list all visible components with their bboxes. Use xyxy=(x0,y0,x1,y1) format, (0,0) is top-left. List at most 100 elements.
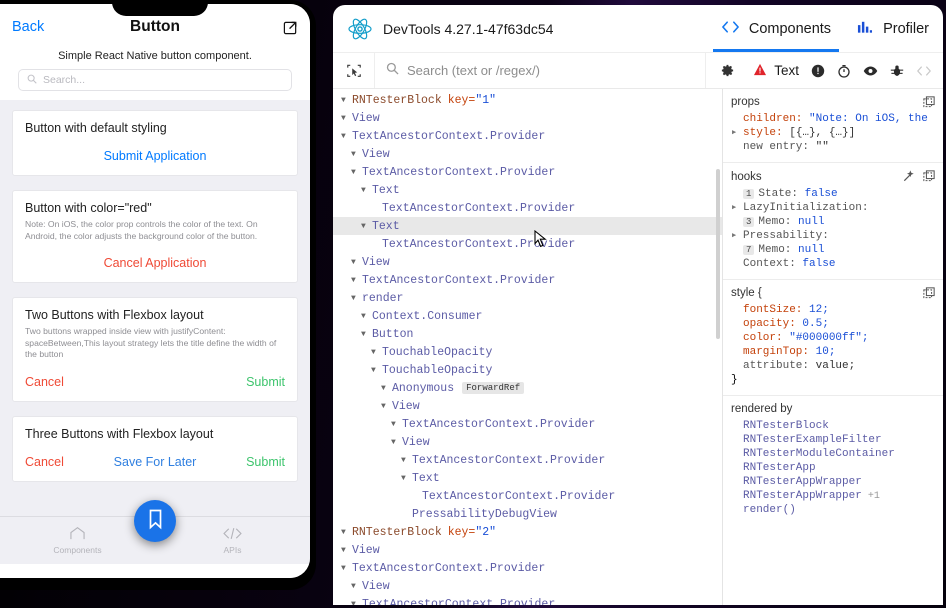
tree-scrollbar[interactable] xyxy=(716,169,720,339)
tree-row[interactable]: ▼ TextAncestorContext.Provider xyxy=(333,451,722,469)
property-value[interactable]: 12; xyxy=(809,304,829,316)
property-value[interactable]: [{…}, {…}] xyxy=(789,127,856,139)
chevron-down-icon[interactable]: ▼ xyxy=(401,473,406,483)
tree-row[interactable]: ▼ Anonymous ForwardRef xyxy=(333,379,722,397)
property-value[interactable]: false xyxy=(802,258,836,270)
component-tree[interactable]: ▼ RNTesterBlock key= "1" ▼ View ▼ TextAncestorC… xyxy=(333,89,722,605)
tree-row[interactable]: ▼ TouchableOpacity xyxy=(333,361,722,379)
chevron-down-icon[interactable]: ▼ xyxy=(381,401,386,411)
submit-button[interactable]: Submit xyxy=(246,454,285,469)
cancel-button[interactable]: Cancel xyxy=(25,374,64,389)
chevron-right-icon[interactable]: ▶ xyxy=(732,129,737,137)
chevron-down-icon[interactable]: ▼ xyxy=(361,185,366,195)
style-row[interactable]: opacity: 0.5; xyxy=(723,317,943,331)
chevron-down-icon[interactable]: ▼ xyxy=(351,149,356,159)
rendered-by-item[interactable]: RNTesterBlock xyxy=(723,419,943,433)
rendered-by-item[interactable]: RNTesterAppWrapper xyxy=(723,475,943,489)
tree-row[interactable]: ▼ View xyxy=(333,253,722,271)
gear-icon[interactable] xyxy=(720,63,735,78)
tree-row[interactable]: ▼ View xyxy=(333,433,722,451)
style-row[interactable]: attribute: value; xyxy=(723,359,943,373)
eye-icon[interactable] xyxy=(863,64,878,78)
tree-row[interactable]: ▼ TextAncestorContext.Provider xyxy=(333,559,722,577)
search-input[interactable]: Search... xyxy=(18,69,292,91)
tree-row[interactable]: ▼ TextAncestorContext.Provider xyxy=(333,415,722,433)
chevron-down-icon[interactable]: ▼ xyxy=(361,329,366,339)
chevron-down-icon[interactable]: ▼ xyxy=(351,599,356,606)
prop-row[interactable]: ▶ style: [{…}, {…}] xyxy=(723,126,943,140)
chevron-down-icon[interactable]: ▼ xyxy=(351,293,356,303)
chevron-down-icon[interactable]: ▼ xyxy=(351,167,356,177)
tree-row[interactable]: ▼ TouchableOpacity xyxy=(333,343,722,361)
hook-row[interactable]: 7 Memo: null xyxy=(723,243,943,257)
copy-icon[interactable] xyxy=(923,96,935,108)
property-value[interactable]: null xyxy=(798,244,825,256)
style-row[interactable]: fontSize: 12; xyxy=(723,303,943,317)
chevron-down-icon[interactable]: ▼ xyxy=(391,419,396,429)
style-row[interactable]: color: "#000000ff"; xyxy=(723,331,943,345)
magic-wand-icon[interactable] xyxy=(902,170,915,183)
hook-row[interactable]: 1 State: false xyxy=(723,187,943,201)
tree-row[interactable]: TextAncestorContext.Provider xyxy=(333,199,722,217)
tab-components[interactable]: Components xyxy=(712,5,840,52)
tree-row[interactable]: TextAncestorContext.Provider xyxy=(333,235,722,253)
submit-application-button[interactable]: Submit Application xyxy=(103,149,207,163)
tree-row[interactable]: ▼ Text xyxy=(333,469,722,487)
property-value[interactable]: "#000000ff"; xyxy=(789,332,869,344)
tree-row[interactable]: ▼ TextAncestorContext.Provider xyxy=(333,163,722,181)
chevron-down-icon[interactable]: ▼ xyxy=(361,311,366,321)
tab-profiler[interactable]: Profiler xyxy=(857,5,929,52)
prop-row[interactable]: children: "Note: On iOS, the xyxy=(723,112,943,126)
cancel-application-button[interactable]: Cancel Application xyxy=(103,256,207,271)
element-picker-icon[interactable] xyxy=(333,53,375,88)
chevron-down-icon[interactable]: ▼ xyxy=(341,131,346,141)
prop-row[interactable]: new entry: "" xyxy=(723,140,943,154)
property-value[interactable]: "" xyxy=(815,141,829,153)
tree-row[interactable]: ▼ TextAncestorContext.Provider xyxy=(333,127,722,145)
hook-row[interactable]: ▶ Pressability: xyxy=(723,229,943,243)
back-button[interactable]: Back xyxy=(12,19,45,35)
save-for-later-button[interactable]: Save For Later xyxy=(113,454,197,469)
property-value[interactable]: false xyxy=(804,188,838,200)
chevron-right-icon[interactable]: ▶ xyxy=(732,232,737,240)
chevron-down-icon[interactable]: ▼ xyxy=(351,275,356,285)
tree-row[interactable]: ▼ View xyxy=(333,109,722,127)
example-list[interactable]: Button with default styling Submit Appli… xyxy=(0,100,310,530)
chevron-down-icon[interactable]: ▼ xyxy=(341,563,346,573)
error-circle-icon[interactable] xyxy=(811,64,825,78)
bug-icon[interactable] xyxy=(890,64,904,78)
chevron-down-icon[interactable]: ▼ xyxy=(341,113,346,123)
chevron-down-icon[interactable]: ▼ xyxy=(351,257,356,267)
chevron-down-icon[interactable]: ▼ xyxy=(391,437,396,447)
tree-row[interactable]: ▼ Button xyxy=(333,325,722,343)
copy-icon[interactable] xyxy=(923,170,935,183)
chevron-down-icon[interactable]: ▼ xyxy=(401,455,406,465)
rendered-by-item[interactable]: RNTesterModuleContainer xyxy=(723,447,943,461)
property-value[interactable]: value; xyxy=(815,360,856,372)
hook-row[interactable]: Context: false xyxy=(723,257,943,271)
tree-row[interactable]: ▼ RNTesterBlock key= "1" xyxy=(333,91,722,109)
copy-icon[interactable] xyxy=(923,287,935,299)
submit-button[interactable]: Submit xyxy=(246,374,285,389)
chevron-right-icon[interactable]: ▶ xyxy=(732,204,737,212)
chevron-down-icon[interactable]: ▼ xyxy=(371,347,376,357)
tree-row[interactable]: ▼ RNTesterBlock key= "2" xyxy=(333,523,722,541)
rendered-by-item[interactable]: RNTesterApp xyxy=(723,461,943,475)
hook-row[interactable]: 3 Memo: null xyxy=(723,215,943,229)
external-link-icon[interactable] xyxy=(283,20,298,35)
tab-components[interactable]: Components xyxy=(0,526,155,555)
rendered-by-item[interactable]: render() xyxy=(723,503,943,517)
component-inspector[interactable]: props children: "Note: On iOS, the ▶ style… xyxy=(722,89,943,605)
bookmark-fab-button[interactable] xyxy=(134,500,176,542)
rendered-by-item[interactable]: RNTesterAppWrapper +1 xyxy=(723,489,943,503)
tree-row[interactable]: ▼ View xyxy=(333,397,722,415)
chevron-down-icon[interactable]: ▼ xyxy=(361,221,366,231)
tree-row[interactable]: ▼ TextAncestorContext.Provider xyxy=(333,595,722,606)
chevron-down-icon[interactable]: ▼ xyxy=(371,365,376,375)
hook-row[interactable]: ▶ LazyInitialization: xyxy=(723,201,943,215)
property-value[interactable]: 10; xyxy=(815,346,836,358)
tree-row[interactable]: ▼ render xyxy=(333,289,722,307)
tree-row[interactable]: TextAncestorContext.Provider xyxy=(333,487,722,505)
property-value[interactable]: "Note: On iOS, the xyxy=(809,113,928,125)
source-code-icon[interactable] xyxy=(916,65,932,77)
